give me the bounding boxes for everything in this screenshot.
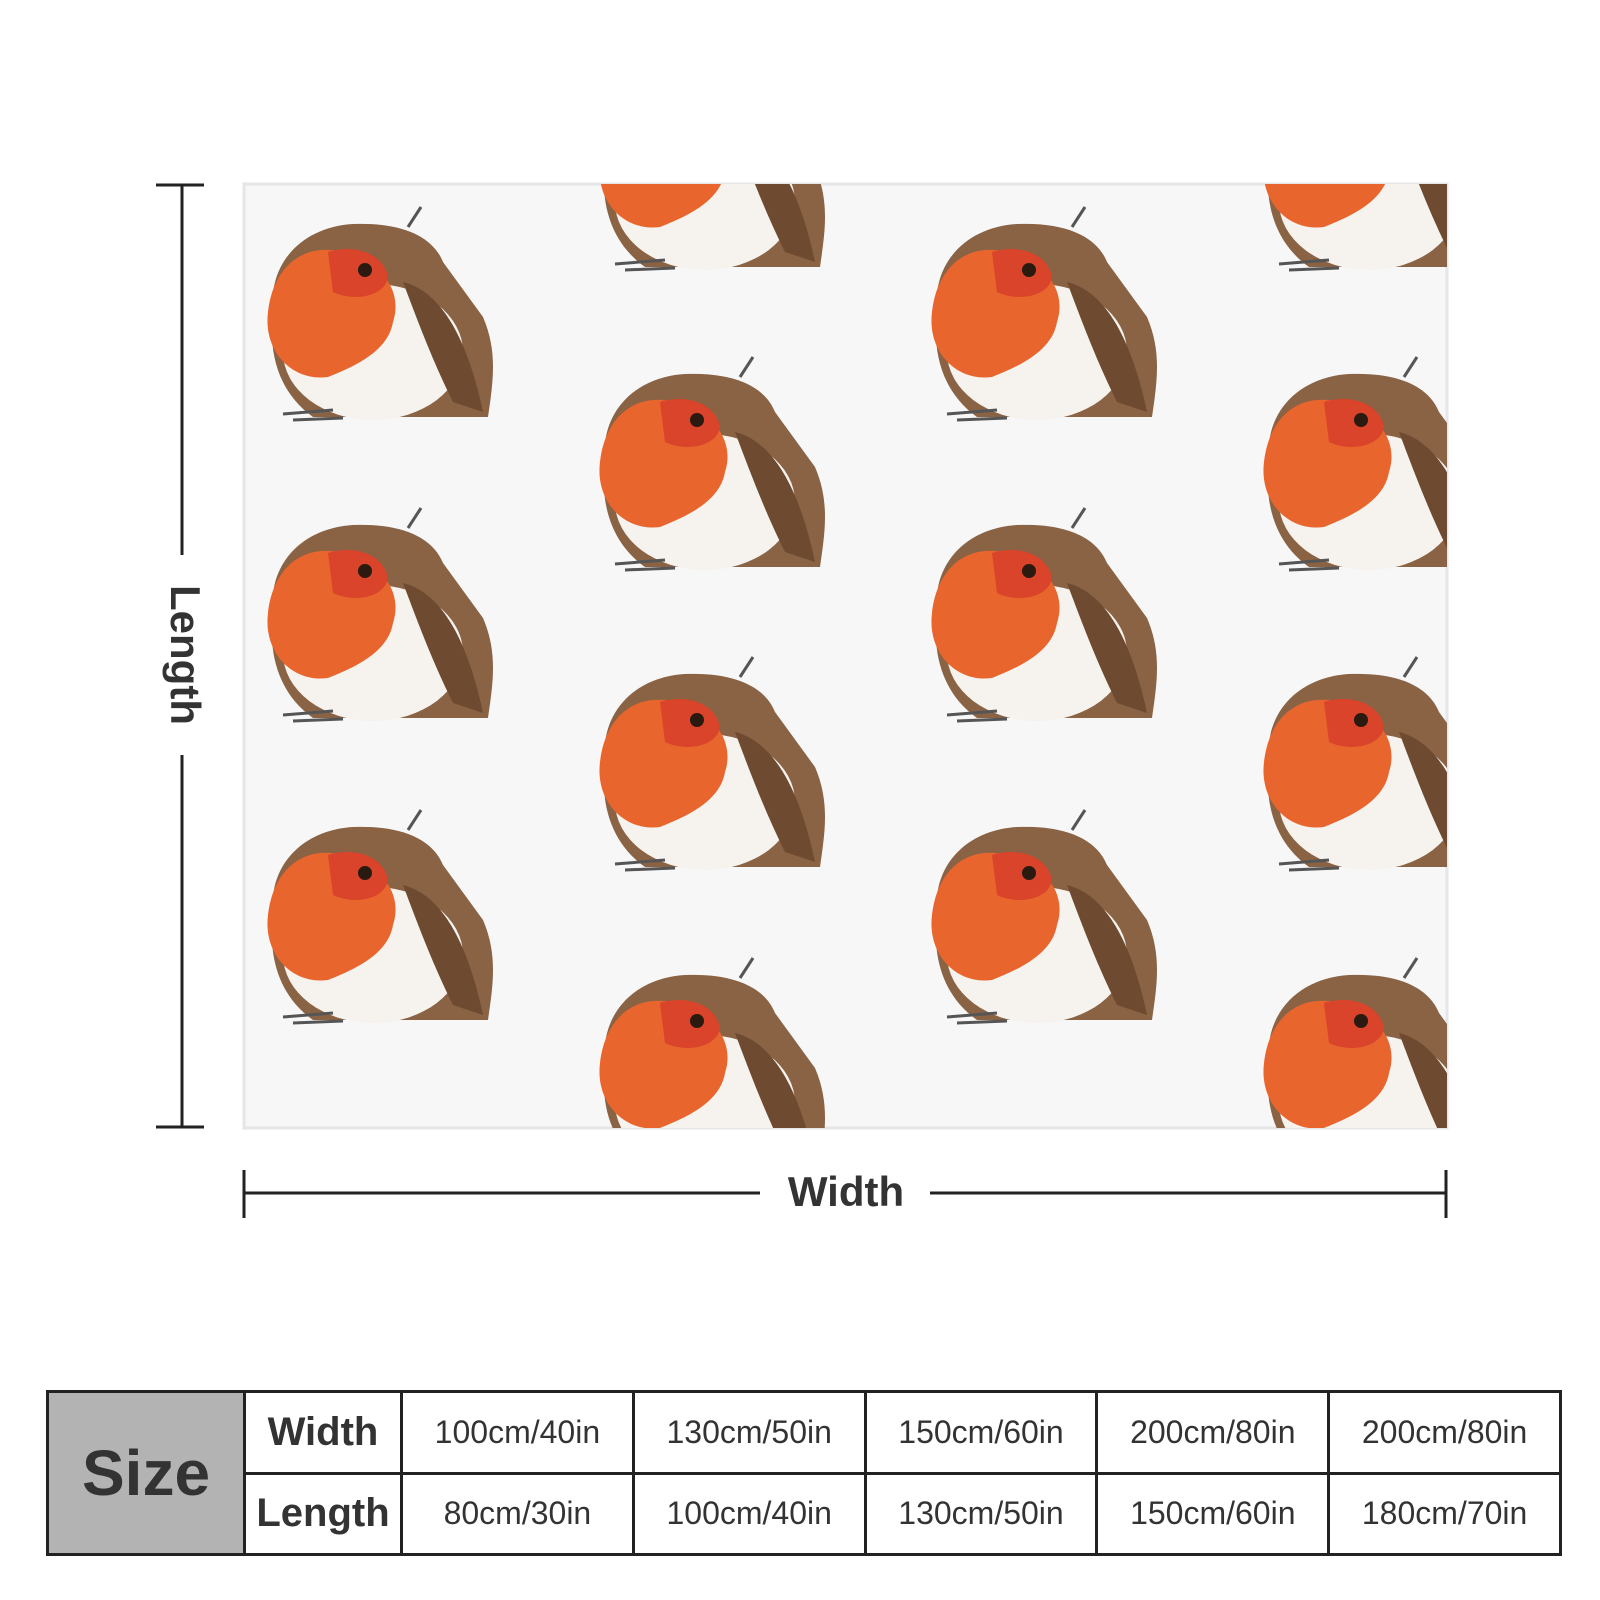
length-dimension xyxy=(156,183,204,1129)
width-dimension xyxy=(242,1170,1448,1218)
table-row: Size Width 100cm/40in 130cm/50in 150cm/60in 2… xyxy=(46,1390,1562,1556)
blanket-illustration: Length Width xyxy=(156,182,1449,1218)
robin xyxy=(597,184,827,272)
table-row: Length 80cm/30in 100cm/40in 130cm/50in 150cm… xyxy=(48,1471,1562,1556)
length-label: Length xyxy=(162,585,209,725)
size-cell: 200cm/80in xyxy=(1095,1390,1331,1475)
robin xyxy=(1261,184,1447,272)
width-label: Width xyxy=(788,1168,904,1215)
size-cell: 200cm/80in xyxy=(1327,1390,1562,1475)
row-label: Width xyxy=(243,1390,403,1475)
size-cell: 100cm/40in xyxy=(400,1390,635,1475)
size-cell: 150cm/60in xyxy=(863,1390,1099,1475)
size-table: Size Width 100cm/40in 130cm/50in 150cm/60in 2… xyxy=(46,1390,1562,1556)
size-cell: 150cm/60in xyxy=(1095,1471,1331,1556)
row-label: Length xyxy=(243,1471,403,1556)
size-cell: 130cm/50in xyxy=(863,1471,1099,1556)
size-cell: 80cm/30in xyxy=(400,1471,635,1556)
size-cell: 100cm/40in xyxy=(631,1471,867,1556)
size-cell: 130cm/50in xyxy=(631,1390,867,1475)
size-cell: 180cm/70in xyxy=(1327,1471,1562,1556)
size-header: Size xyxy=(46,1390,246,1556)
